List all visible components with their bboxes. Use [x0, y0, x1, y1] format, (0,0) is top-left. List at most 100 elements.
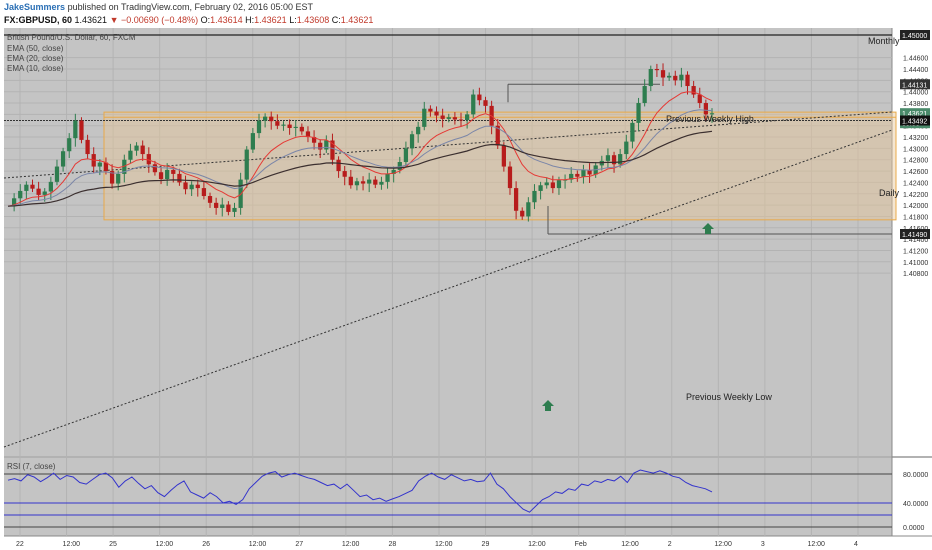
candle-body [440, 115, 445, 119]
candle-body [520, 210, 525, 217]
candle-body [165, 169, 170, 180]
time-tick-label: 28 [388, 541, 396, 548]
time-tick-label: 26 [202, 541, 210, 548]
author-link[interactable]: JakeSummers [4, 2, 66, 12]
price-tick-label: 1.41200 [903, 248, 928, 255]
candle-body [501, 145, 506, 167]
candle-body [458, 119, 464, 121]
time-tick-label: 3 [761, 541, 765, 548]
candle-body [360, 181, 366, 184]
price-tag-bg [900, 229, 930, 240]
price-tick-label: 1.42000 [903, 203, 928, 210]
candle-body [11, 198, 17, 207]
candle-body [391, 169, 396, 174]
rsi-ticks: 80.0000 40.0000 0.0000 [903, 472, 928, 532]
candle-body [611, 155, 617, 165]
price-tag-label: 1.45000 [902, 33, 927, 40]
price-tick-label: 1.44400 [903, 67, 928, 74]
price-tick-label: 1.42800 [903, 158, 928, 165]
time-tick-label: 12:00 [249, 541, 267, 548]
ema20-legend: EMA (20, close) [7, 54, 64, 63]
levels [4, 34, 892, 235]
candle-body [226, 204, 231, 212]
price-tick-label: 1.41400 [903, 237, 928, 244]
candle-body [538, 185, 543, 191]
candle-body [299, 126, 304, 132]
candle-body [232, 207, 237, 212]
candle-body [189, 184, 194, 190]
high-value: 1.43621 [254, 15, 287, 25]
buy-arrow-icon-2 [702, 223, 714, 234]
candle-body [275, 121, 280, 126]
candle-body [116, 173, 121, 184]
time-tick-label: 25 [109, 541, 117, 548]
candle-body [171, 169, 176, 174]
open-label: O: [200, 15, 211, 25]
candle-body [409, 134, 415, 149]
buy-arrow-icon [542, 400, 554, 411]
candle-body [679, 74, 684, 81]
range-zone [103, 111, 897, 221]
candle-body [354, 181, 360, 186]
candle-body [605, 155, 611, 161]
candle-body [287, 124, 292, 128]
candle-body [244, 149, 249, 180]
price-pane[interactable] [4, 28, 892, 456]
candle-body [667, 75, 672, 78]
candle-body [544, 182, 549, 186]
price-tick-label: 1.42200 [903, 192, 928, 199]
candle-body [403, 148, 409, 163]
time-tick-label: 12:00 [435, 541, 453, 548]
candle-body [422, 108, 427, 127]
candle-body [281, 124, 286, 126]
candle-body [214, 202, 219, 208]
candle-body [581, 169, 586, 177]
time-tick-label: 12:00 [156, 541, 174, 548]
candle-body [379, 181, 384, 185]
candle-body [642, 86, 647, 104]
candle-body [697, 94, 702, 104]
range-box [103, 111, 897, 221]
candle-body [428, 108, 433, 112]
symbol-line: FX:GBPUSD, 60 1.43621 ▼ −0.00690 (−0.48%… [4, 15, 373, 25]
candle-body [73, 120, 78, 139]
price-tick-label: 1.41800 [903, 214, 928, 221]
price-tag-label: 1.41490 [902, 232, 927, 239]
last-price: 1.43621 [74, 15, 108, 25]
candle-body [207, 196, 213, 203]
price-tick-label: 1.42400 [903, 180, 928, 187]
candle-body [36, 188, 41, 195]
candle-body [556, 180, 562, 189]
candle-body [54, 166, 60, 182]
candle-body [177, 173, 182, 183]
candle-body [587, 169, 592, 175]
price-tick-label: 1.43800 [903, 101, 928, 108]
candle-body [569, 173, 574, 180]
candle-body [446, 117, 451, 119]
candle-body [483, 100, 488, 106]
candle-body [158, 172, 164, 180]
low-value: 1.43608 [296, 15, 330, 25]
candle-body [373, 179, 378, 185]
candle-body [513, 188, 519, 211]
time-tick-label: 2 [668, 541, 672, 548]
candle-body [618, 154, 623, 165]
rsi-pane[interactable] [4, 458, 892, 536]
time-tick-label: 12:00 [621, 541, 639, 548]
close-label: C: [331, 15, 341, 25]
candle-body [348, 176, 353, 186]
time-tick-label: 12:00 [342, 541, 360, 548]
candle-body [685, 74, 690, 87]
candle-body [195, 184, 200, 189]
candle-body [269, 116, 274, 122]
candle-body [416, 126, 421, 135]
price-tag-bg [900, 115, 930, 126]
candle-body [630, 122, 635, 142]
candle-body [532, 190, 537, 203]
price-tag-label: 1.44131 [902, 82, 927, 89]
ema-20-line [7, 109, 713, 207]
rsi-series [7, 469, 713, 513]
candle-body [60, 151, 66, 167]
rsi-tick-label: 0.0000 [903, 525, 925, 532]
